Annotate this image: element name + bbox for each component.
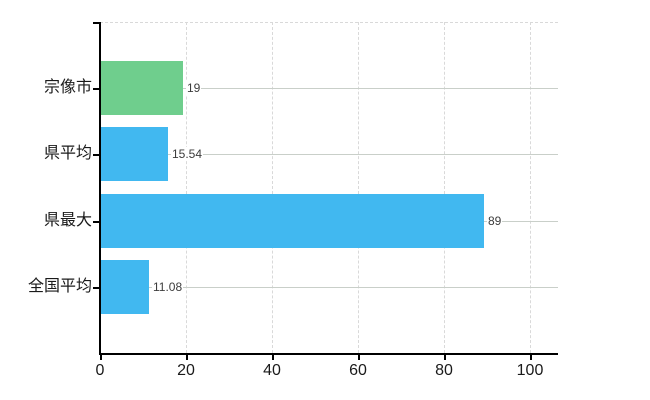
y-axis-tick	[93, 221, 100, 223]
bar	[101, 61, 183, 115]
x-tick-label: 100	[516, 362, 544, 379]
plot-top-border	[100, 22, 558, 23]
x-axis-line	[99, 353, 558, 355]
x-gridline	[272, 22, 273, 353]
x-axis-tick	[272, 353, 274, 360]
x-axis-tick	[100, 353, 102, 360]
category-label: 宗像市	[43, 79, 92, 96]
x-gridline	[530, 22, 531, 353]
category-label: 全国平均	[27, 278, 92, 295]
row-gridline	[100, 88, 558, 89]
bar	[101, 127, 168, 181]
value-label: 15.54	[171, 147, 204, 161]
category-label: 県平均	[43, 145, 92, 162]
value-label: 11.08	[152, 280, 184, 294]
x-gridline	[444, 22, 445, 353]
x-tick-label: 40	[263, 362, 281, 379]
x-tick-label: 20	[177, 362, 195, 379]
y-axis-tick	[93, 154, 100, 156]
x-gridline	[358, 22, 359, 353]
x-axis-tick	[358, 353, 360, 360]
y-axis-tick	[93, 22, 100, 24]
x-tick-label: 0	[95, 362, 105, 379]
x-axis-tick	[530, 353, 532, 360]
bar	[101, 260, 149, 314]
category-label: 県最大	[43, 212, 92, 229]
row-gridline	[100, 287, 558, 288]
x-tick-label: 80	[435, 362, 453, 379]
y-axis-line	[99, 22, 101, 354]
x-tick-label: 60	[349, 362, 367, 379]
row-gridline	[100, 154, 558, 155]
value-label: 89	[487, 214, 503, 228]
bar	[101, 194, 484, 248]
x-axis-tick	[186, 353, 188, 360]
y-axis-tick	[93, 88, 100, 90]
x-gridline	[186, 22, 187, 353]
value-label: 19	[186, 81, 202, 95]
x-axis-tick	[444, 353, 446, 360]
y-axis-tick	[93, 287, 100, 289]
